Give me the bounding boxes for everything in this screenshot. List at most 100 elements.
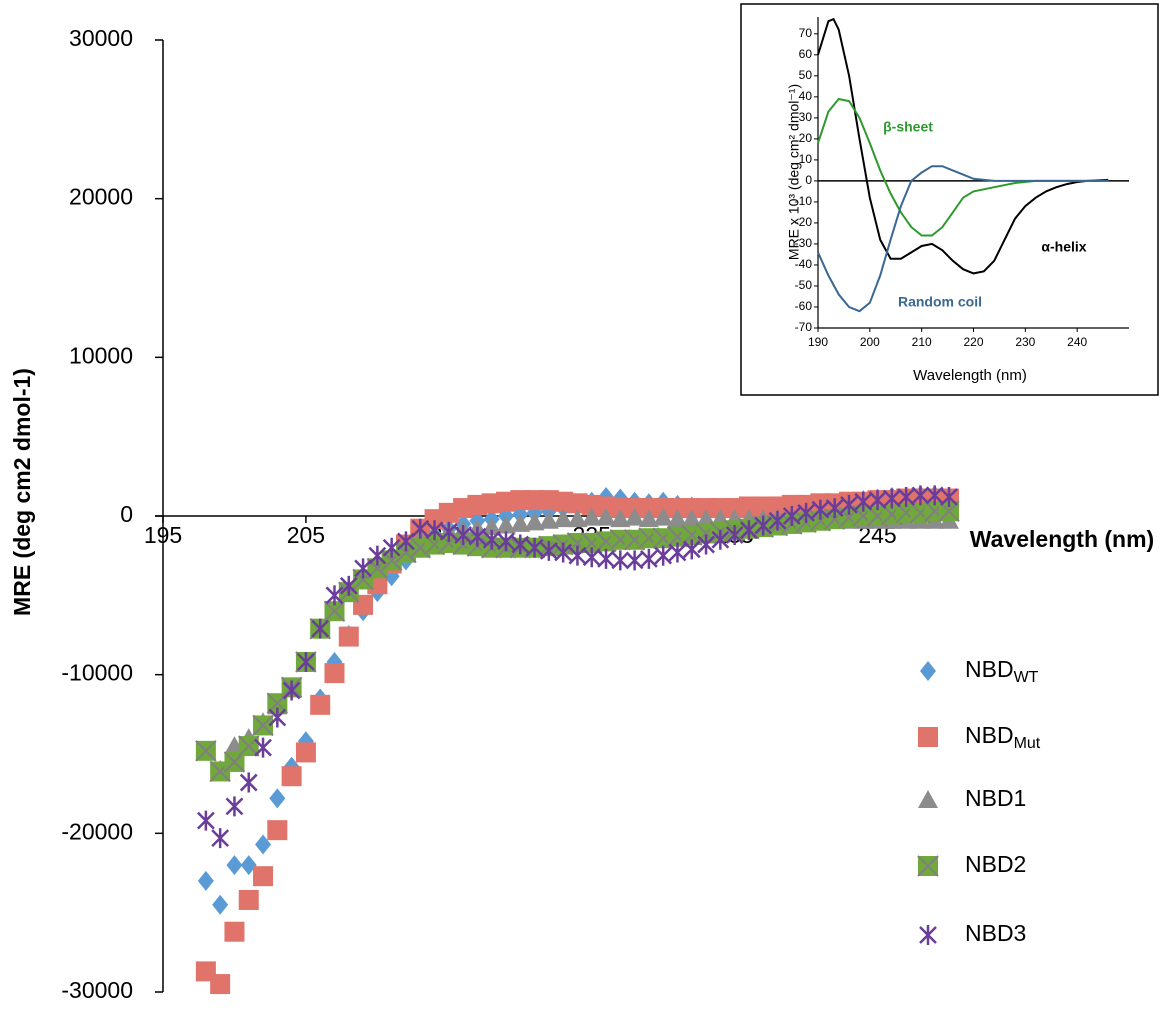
data-point	[211, 828, 230, 849]
y-tick-label: -10	[795, 194, 813, 208]
y-tick-label: -60	[795, 299, 813, 313]
data-point	[268, 707, 287, 728]
data-point	[238, 735, 260, 757]
y-tick-label: 40	[799, 89, 813, 103]
marker-cross	[252, 714, 274, 737]
x-tick-label: 230	[1015, 335, 1035, 349]
data-point	[524, 512, 545, 531]
data-point	[725, 525, 744, 546]
y-tick-label: -70	[795, 320, 813, 334]
x-tick-label: 200	[860, 335, 880, 349]
data-point	[196, 810, 215, 831]
data-point	[925, 485, 944, 506]
data-point	[224, 921, 245, 942]
data-point	[597, 548, 615, 569]
data-point	[338, 626, 359, 647]
data-point	[295, 742, 316, 763]
data-point	[782, 506, 801, 526]
data-point	[238, 889, 259, 910]
data-point	[882, 488, 901, 509]
data-point	[581, 507, 602, 526]
data-point	[339, 575, 358, 596]
x-tick-label: 220	[963, 335, 983, 349]
data-point	[255, 834, 272, 855]
marker-cross	[195, 740, 217, 762]
data-point	[281, 766, 302, 787]
data-point	[897, 486, 916, 507]
data-point	[638, 509, 659, 528]
data-point	[225, 796, 244, 817]
data-point	[482, 529, 501, 550]
legend-marker	[920, 661, 936, 681]
data-point	[854, 491, 873, 512]
data-point	[239, 772, 258, 793]
y-tick-label: -40	[795, 257, 813, 271]
data-point	[269, 788, 286, 809]
legend-name: NBD2	[965, 851, 1026, 877]
data-point	[568, 545, 587, 566]
data-point	[324, 663, 345, 684]
series-label: β-sheet	[883, 119, 933, 135]
data-point	[195, 740, 217, 762]
data-point	[768, 510, 787, 531]
y-axis-title: MRE (deg cm2 dmol-1)	[9, 368, 35, 616]
data-point	[282, 680, 301, 701]
data-point	[253, 866, 274, 887]
data-point	[681, 509, 702, 528]
y-tick-label: 0	[805, 173, 812, 187]
data-point	[754, 515, 773, 536]
data-point	[252, 714, 274, 737]
y-tick-label: 30	[799, 110, 813, 124]
data-point	[382, 537, 401, 558]
data-point	[625, 550, 644, 571]
series-label: α-helix	[1041, 239, 1086, 255]
data-point	[538, 510, 559, 529]
legend-label: NBD3	[965, 920, 1026, 946]
legend-subscript: Mut	[1014, 735, 1041, 752]
legend-marker	[919, 925, 937, 945]
marker-cross	[323, 600, 346, 622]
legend-name: NBD	[965, 656, 1014, 682]
y-tick-label: 30000	[69, 25, 133, 51]
data-point	[310, 694, 331, 715]
data-point	[711, 529, 730, 550]
data-point	[653, 507, 674, 526]
y-tick-label: -10000	[61, 660, 133, 686]
x-tick-label: 205	[287, 522, 325, 548]
series-label: Random coil	[898, 294, 982, 310]
data-point	[697, 534, 715, 555]
data-point	[797, 502, 815, 523]
data-point	[311, 618, 330, 639]
data-point	[197, 870, 214, 891]
data-point	[553, 509, 574, 528]
legend-label: NBDMut	[965, 722, 1041, 752]
data-point	[582, 547, 601, 568]
y-tick-label: -50	[795, 278, 813, 292]
y-tick-label: 70	[799, 26, 813, 40]
x-tick-label: 195	[144, 522, 182, 548]
data-point	[510, 513, 531, 532]
data-point	[940, 486, 958, 507]
inset-y-axis-title: MRE x 10³ (deg cm² dmol⁻¹)	[786, 84, 802, 260]
data-point	[368, 545, 387, 566]
x-tick-label: 240	[1067, 335, 1087, 349]
data-point	[297, 651, 315, 672]
data-point	[610, 509, 631, 528]
data-point	[397, 531, 415, 552]
y-tick-label: -20	[795, 215, 813, 229]
data-point	[511, 534, 530, 555]
legend-label: NBD1	[965, 785, 1026, 811]
y-tick-label: -30000	[61, 977, 133, 1003]
data-point	[911, 485, 930, 506]
legend-marker	[918, 790, 938, 808]
data-point	[240, 855, 257, 876]
line-series	[817, 165, 1109, 313]
data-point	[554, 542, 573, 563]
line-series	[817, 17, 1109, 275]
y-tick-label: -30	[795, 236, 813, 250]
data-point	[454, 525, 472, 546]
data-point	[667, 509, 688, 528]
legend-label: NBDWT	[965, 656, 1039, 686]
data-point	[654, 545, 673, 566]
